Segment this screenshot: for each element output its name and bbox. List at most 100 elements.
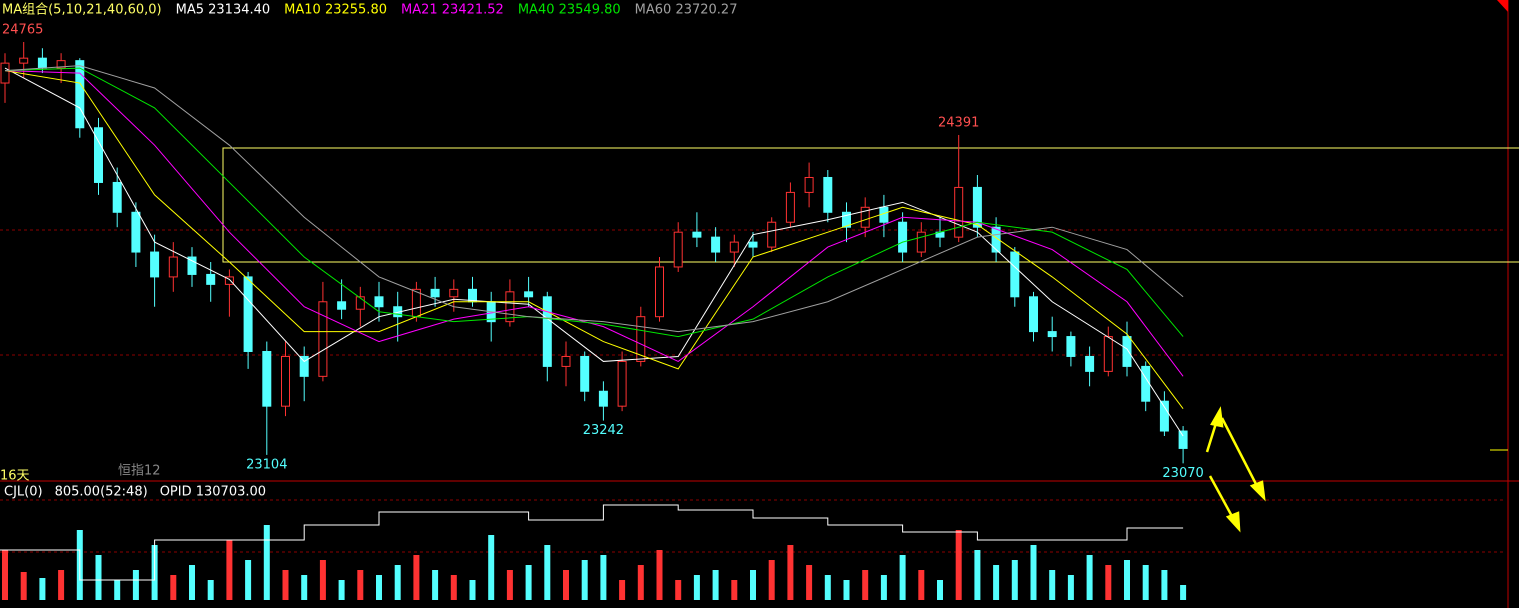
- candle-body: [823, 176, 833, 213]
- volume-bar: [750, 570, 756, 600]
- extreme-label: 24765: [2, 23, 43, 38]
- candle-body: [1141, 365, 1151, 402]
- candle-body: [505, 291, 515, 323]
- candle-body: [1103, 336, 1113, 372]
- volume-bar: [1180, 585, 1187, 600]
- volume-bar: [226, 540, 233, 600]
- candle-body: [1159, 400, 1169, 432]
- volume-bar: [637, 565, 644, 600]
- extreme-label: 23104: [246, 457, 287, 472]
- candle-body: [598, 390, 608, 407]
- volume-bar: [1011, 560, 1018, 600]
- extreme-label: 23242: [583, 423, 624, 438]
- candle-body: [804, 176, 814, 193]
- volume-bar: [488, 535, 495, 600]
- extreme-label: 24391: [938, 115, 979, 130]
- volume-bar: [1142, 565, 1149, 600]
- extreme-label: 23070: [1162, 466, 1203, 481]
- candle-body: [243, 276, 253, 352]
- volume-bar: [132, 570, 139, 600]
- volume-bar: [918, 570, 925, 600]
- volume-bar: [1049, 570, 1056, 600]
- volume-bar: [937, 580, 943, 600]
- volume-bar: [731, 580, 738, 600]
- ma-line: [4, 70, 1184, 377]
- volume-bar: [824, 575, 831, 600]
- candle-body: [318, 301, 328, 377]
- candle-body: [112, 181, 122, 213]
- candle-body: [655, 266, 664, 318]
- ma-line: [4, 67, 1184, 338]
- volume-bar: [544, 545, 551, 600]
- candle-body: [56, 60, 66, 69]
- volume-bar: [675, 580, 682, 600]
- volume-bar: [469, 580, 476, 600]
- volume-header: OPID 130703.00: [160, 485, 266, 500]
- volume-bar: [843, 580, 850, 600]
- candle-body: [355, 296, 365, 310]
- index-label: 恒指12: [118, 464, 161, 479]
- candle-body: [842, 211, 851, 228]
- volume-bar: [1030, 545, 1037, 600]
- candle-body: [916, 231, 926, 253]
- volume-bar: [506, 570, 513, 600]
- volume-bar: [413, 555, 420, 600]
- candle-body: [206, 273, 216, 285]
- candle-body: [1178, 430, 1188, 449]
- candle-body: [580, 355, 590, 392]
- volume-bar: [619, 580, 626, 600]
- volume-bar: [432, 570, 439, 600]
- candle-body: [281, 355, 290, 407]
- volume-bar: [993, 565, 1000, 600]
- volume-bar: [787, 545, 794, 600]
- candle-body: [729, 241, 739, 253]
- candle-body: [991, 226, 1001, 253]
- volume-bar: [338, 580, 345, 600]
- candle-body: [617, 360, 627, 407]
- candle-body: [1085, 355, 1095, 372]
- candle-body: [150, 251, 160, 278]
- header-item: MA40 23549.80: [518, 3, 621, 18]
- ma-line: [4, 67, 1184, 437]
- candle-body: [0, 62, 10, 84]
- ma-line: [4, 65, 1184, 333]
- opid-line: [0, 504, 1184, 581]
- volume-bar: [357, 570, 364, 600]
- candle-body: [898, 221, 908, 253]
- candle-body: [94, 127, 103, 183]
- candle-body: [785, 191, 795, 223]
- header-item: MA21 23421.52: [401, 3, 504, 18]
- volume-bar: [1161, 570, 1168, 600]
- candle-body: [524, 291, 534, 298]
- candle-body: [75, 60, 85, 129]
- candle-body: [561, 355, 571, 367]
- volume-bar: [806, 565, 813, 600]
- candle-body: [374, 296, 384, 308]
- candle-body: [430, 288, 440, 298]
- volume-bar: [974, 550, 981, 600]
- candle-body: [636, 316, 646, 362]
- volume-bar: [1086, 555, 1093, 600]
- candle-body: [860, 206, 870, 228]
- candle-body: [767, 221, 777, 248]
- candle-body: [1066, 336, 1076, 357]
- header-item: MA组合(5,10,21,40,60,0): [2, 3, 162, 18]
- candle-body: [337, 301, 347, 310]
- volume-bar: [245, 560, 252, 600]
- candle-body: [37, 57, 47, 69]
- candle-body: [1029, 296, 1038, 333]
- period-label: 16天: [0, 469, 30, 484]
- volume-bar: [319, 560, 326, 600]
- volume-bar: [656, 550, 663, 600]
- volume-bar: [2, 550, 8, 600]
- candle-body: [1122, 336, 1132, 367]
- header-item: MA5 23134.40: [176, 3, 271, 18]
- volume-bar: [39, 578, 46, 600]
- volume-bar: [58, 570, 65, 600]
- header-item: MA10 23255.80: [284, 3, 387, 18]
- candle-body: [748, 241, 758, 248]
- candle-body: [19, 57, 29, 64]
- volume-bar: [170, 575, 177, 600]
- volume-bar: [450, 575, 457, 600]
